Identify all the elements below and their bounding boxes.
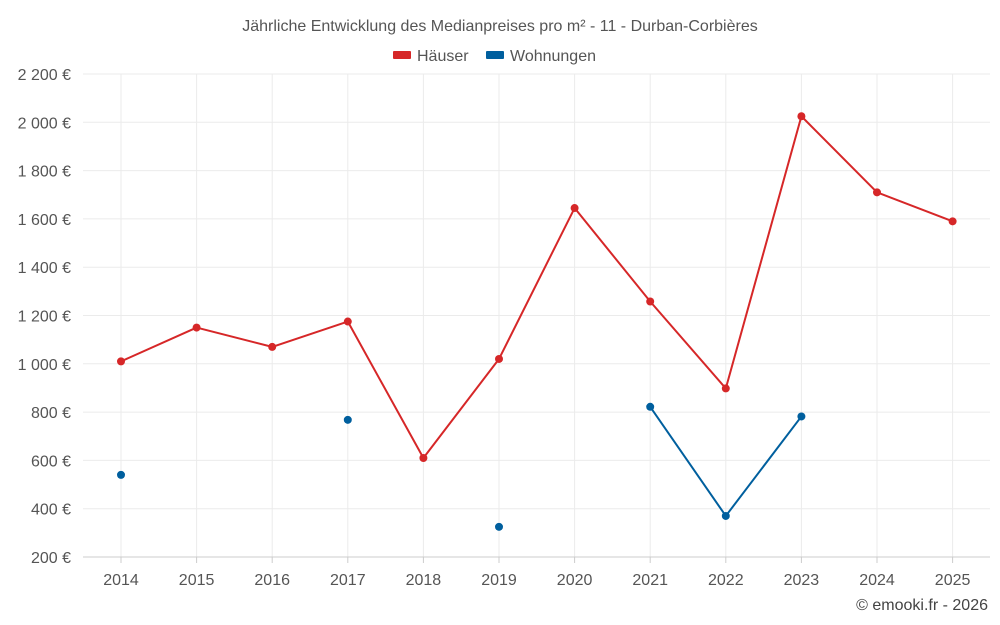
series-layer [117,112,957,531]
series-line-segment [120,326,198,363]
y-tick-label: 2 200 € [18,67,71,84]
series-line-segment [800,115,878,194]
y-tick-label: 1 800 € [18,164,71,181]
x-tick-label: 2021 [632,572,668,589]
data-point [721,511,730,520]
legend-label: Häuser [417,48,469,65]
y-tick-label: 1 600 € [18,212,71,229]
data-point [117,357,125,366]
y-tick-label: 200 € [31,550,71,567]
series-line-segment [876,191,954,223]
legend-item-wohnungen[interactable]: Wohnungen [486,48,596,65]
data-point [570,204,579,213]
data-point [419,453,428,462]
grid [83,73,990,557]
x-tick-label: 2020 [557,572,593,589]
data-point [646,402,655,411]
data-point [797,112,806,121]
data-point [495,354,503,363]
x-tick-label: 2016 [254,572,290,589]
data-point [948,217,957,226]
axes: 200 € 400 € 600 € 800 € 1 000 € 1 200 € 1 400 … [18,67,990,589]
series-line-segment [724,415,803,517]
series-wohnungen [117,402,806,531]
data-point [192,323,201,332]
y-tick-label: 2 000 € [18,115,71,132]
y-tick-label: 800 € [31,405,71,422]
y-tick-label: 1 000 € [18,357,71,374]
data-point [343,317,352,326]
data-point [495,522,503,531]
y-tick-label: 1 400 € [18,260,71,277]
legend-item-häuser[interactable]: Häuser [393,48,469,65]
x-tick-label: 2024 [859,572,895,589]
series-line-segment [195,326,274,348]
legend-swatch [393,51,411,59]
credit-text: © emooki.fr - 2026 [856,597,988,614]
y-tick-label: 1 200 € [18,309,71,326]
legend-label: Wohnungen [510,48,596,65]
series-line-segment [649,300,727,390]
series-line-segment [346,320,425,459]
series-line-segment [573,207,652,303]
x-tick-label: 2025 [935,572,971,589]
series-line-segment [498,207,576,360]
series-häuser [117,112,957,462]
series-line-segment [271,320,349,348]
legend[interactable]: Häuser Wohnungen [393,48,596,65]
x-tick-label: 2022 [708,572,744,589]
data-point [343,415,352,424]
data-point [117,470,125,479]
data-point [797,412,806,421]
series-line-segment [649,405,727,517]
x-tick-label: 2015 [179,572,215,589]
series-line-segment [724,115,803,390]
x-tick-label: 2023 [784,572,820,589]
legend-swatch [486,51,504,59]
y-tick-label: 400 € [31,502,71,519]
data-point [721,384,730,393]
chart-title: Jährliche Entwicklung des Medianpreises … [242,18,757,35]
series-line-segment [422,357,500,459]
data-point [646,297,655,306]
x-tick-label: 2018 [406,572,442,589]
x-tick-label: 2017 [330,572,366,589]
x-tick-label: 2014 [103,572,139,589]
y-tick-label: 600 € [31,453,71,470]
data-point [873,188,881,197]
data-point [268,342,277,351]
x-tick-label: 2019 [481,572,517,589]
